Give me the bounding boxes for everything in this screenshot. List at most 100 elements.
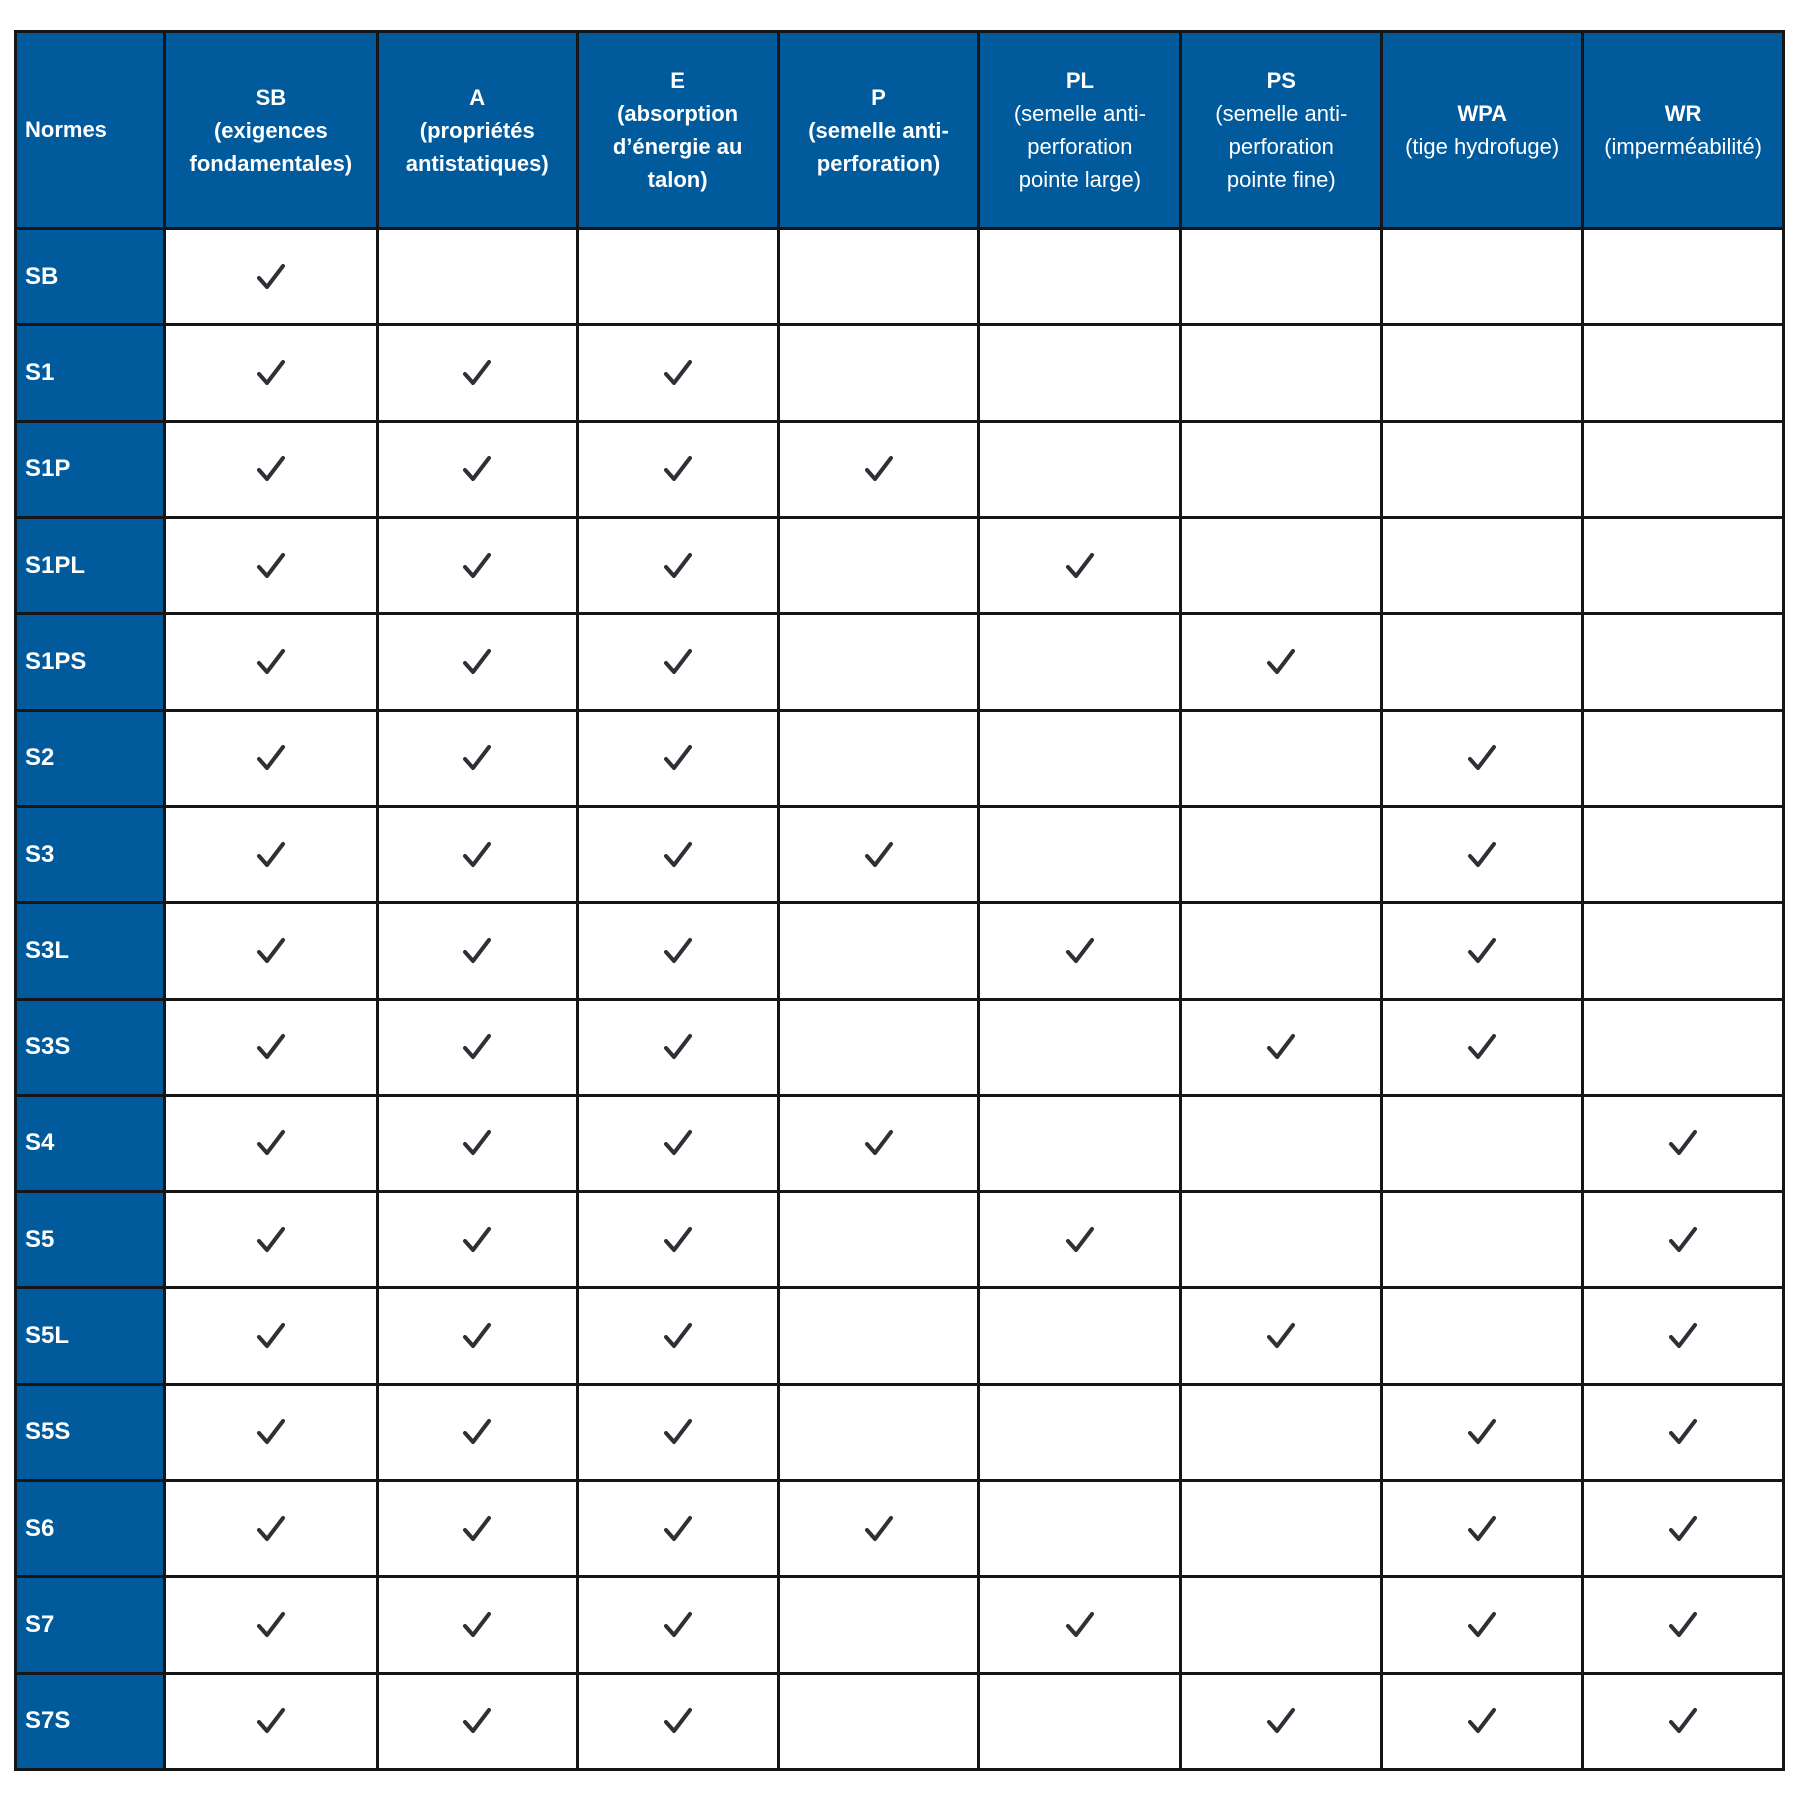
- row-header-cell: S7S: [17, 1674, 163, 1768]
- table-cell: [1383, 1385, 1582, 1480]
- norms-table: Normes SB (exigences fondamentales) A (propr…: [14, 30, 1785, 1771]
- check-stroke: [256, 1612, 285, 1638]
- table-cell: [1383, 1578, 1582, 1672]
- table-cell: [1584, 518, 1782, 613]
- table-cell: [165, 904, 376, 998]
- table-cell: [1584, 1096, 1782, 1191]
- row-header-cell: S1PL: [17, 518, 163, 613]
- table-cell: [1182, 422, 1381, 516]
- check-mark: [256, 1034, 285, 1060]
- table-cell: [779, 711, 978, 805]
- column-description: (absorption: [617, 101, 739, 126]
- row-label: S5S: [25, 1418, 71, 1446]
- row-header-cell: S3S: [17, 1000, 163, 1094]
- check-mark: [256, 648, 285, 674]
- row-header-cell: S1PS: [17, 615, 163, 709]
- check-mark: [1267, 1323, 1296, 1349]
- table-cell: [578, 711, 777, 805]
- check-stroke: [663, 648, 692, 674]
- column-description: (tige hydrofuge): [1405, 134, 1560, 159]
- column-description: fondamentales): [189, 150, 353, 176]
- table-cell: [980, 1385, 1180, 1480]
- row-label: S5L: [25, 1322, 70, 1350]
- check-mark: [463, 937, 492, 963]
- table-cell: [578, 326, 777, 420]
- check-stroke: [1065, 552, 1094, 578]
- table-cell: [165, 807, 376, 902]
- table-cell: [165, 615, 376, 709]
- table-cell: [378, 1289, 576, 1383]
- check-mark: [256, 1515, 285, 1541]
- check-mark: [1669, 1708, 1698, 1734]
- check-mark: [864, 1515, 893, 1541]
- table-cell: [980, 904, 1180, 998]
- check-mark: [1468, 841, 1497, 867]
- table-cell: [1383, 1289, 1582, 1383]
- column-code: E: [670, 68, 685, 93]
- table-cell: [779, 807, 978, 902]
- table-cell: [779, 904, 978, 998]
- check-mark: [1468, 1419, 1497, 1445]
- table-cell: [779, 1385, 978, 1480]
- table-cell: [378, 1674, 576, 1768]
- check-stroke: [463, 1419, 492, 1445]
- table-cell: [779, 615, 978, 709]
- table-cell: [165, 1578, 376, 1672]
- table-cell: [378, 904, 576, 998]
- table-cell: [1182, 1674, 1381, 1768]
- table-cell: [578, 807, 777, 902]
- check-stroke: [663, 359, 692, 385]
- row-label: S5: [25, 1225, 55, 1253]
- check-mark: [663, 552, 692, 578]
- check-mark: [256, 841, 285, 867]
- check-mark: [1669, 1612, 1698, 1638]
- table-cell: [578, 518, 777, 613]
- check-stroke: [1669, 1708, 1698, 1734]
- check-stroke: [256, 841, 285, 867]
- check-mark: [463, 359, 492, 385]
- table-cell: [578, 1000, 777, 1094]
- header-cell: WR (imperméabilité): [1584, 33, 1782, 227]
- row-header-cell: S1: [17, 326, 163, 420]
- table-cell: [1383, 711, 1582, 805]
- column-description: (imperméabilité): [1604, 134, 1762, 159]
- column-code: SB: [255, 84, 287, 110]
- check-stroke: [256, 1323, 285, 1349]
- check-stroke: [463, 359, 492, 385]
- check-stroke: [256, 456, 285, 482]
- table-cell: [1383, 904, 1582, 998]
- check-stroke: [1669, 1130, 1698, 1156]
- check-stroke: [663, 456, 692, 482]
- check-mark: [256, 456, 285, 482]
- check-mark: [463, 648, 492, 674]
- check-mark: [463, 841, 492, 867]
- row-label: S2: [25, 744, 55, 772]
- check-stroke: [463, 841, 492, 867]
- check-stroke: [1468, 1515, 1497, 1541]
- check-stroke: [864, 456, 893, 482]
- check-stroke: [663, 1612, 692, 1638]
- check-mark: [1267, 648, 1296, 674]
- check-stroke: [1468, 1419, 1497, 1445]
- table-cell: [165, 1096, 376, 1191]
- column-description: pointe fine): [1226, 167, 1336, 192]
- check-mark: [663, 745, 692, 771]
- table-cell: [1383, 1482, 1582, 1576]
- table-cell: [980, 230, 1180, 324]
- table-cell: [378, 230, 576, 324]
- check-stroke: [1669, 1612, 1698, 1638]
- header-cell: WPA (tige hydrofuge): [1383, 33, 1582, 227]
- row-label: SB: [25, 262, 59, 290]
- check-mark: [1669, 1226, 1698, 1252]
- table-cell: [165, 711, 376, 805]
- table-cell: [578, 1289, 777, 1383]
- table-cell: [578, 1096, 777, 1191]
- table-cell: [1584, 904, 1782, 998]
- table-cell: [980, 807, 1180, 902]
- column-description: perforation): [816, 150, 941, 176]
- table-cell: [779, 1000, 978, 1094]
- check-mark: [1065, 937, 1094, 963]
- check-stroke: [663, 937, 692, 963]
- table-cell: [378, 1000, 576, 1094]
